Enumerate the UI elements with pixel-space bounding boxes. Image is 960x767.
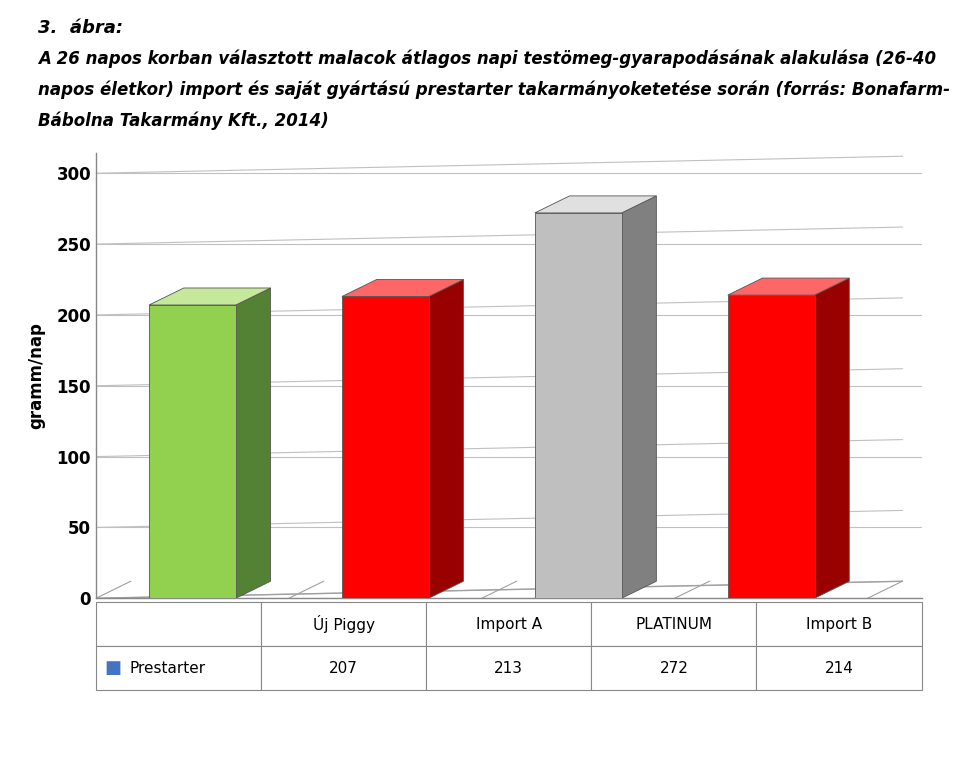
Polygon shape [814,278,850,598]
Text: Bábolna Takarmány Kft., 2014): Bábolna Takarmány Kft., 2014) [38,111,329,130]
Polygon shape [149,288,271,305]
Bar [342,297,429,598]
Y-axis label: gramm/nap: gramm/nap [28,322,45,430]
Polygon shape [622,196,657,598]
Text: napos életkor) import és saját gyártású prestarter takarmányoketetése során (for: napos életkor) import és saját gyártású … [38,81,950,99]
Text: Prestarter: Prestarter [129,660,205,676]
Bar [149,305,236,598]
Polygon shape [342,279,464,297]
Polygon shape [429,279,464,598]
Bar [535,213,622,598]
Polygon shape [728,278,850,295]
Polygon shape [236,288,271,598]
Text: ■: ■ [105,660,121,677]
Text: A 26 napos korban választott malacok átlagos napi testömeg-gyarapodásának alakul: A 26 napos korban választott malacok átl… [38,50,937,68]
Bar [728,295,814,598]
Polygon shape [535,196,657,213]
Text: 3.  ábra:: 3. ábra: [38,19,124,37]
